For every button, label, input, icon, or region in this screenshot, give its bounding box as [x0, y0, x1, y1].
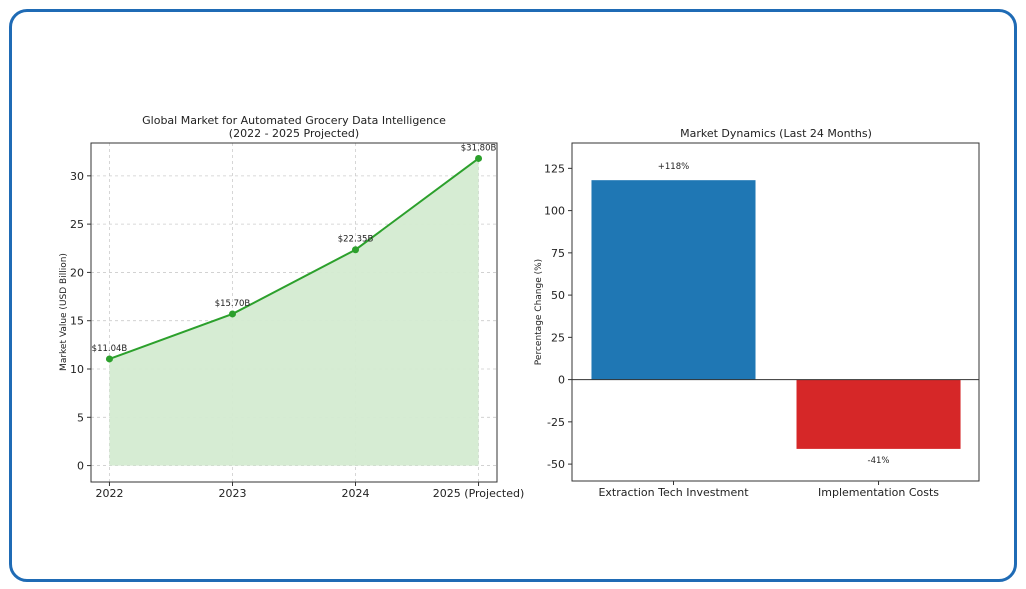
- data-label: +118%: [658, 162, 689, 172]
- y-tick-label: 5: [77, 411, 84, 424]
- data-point: [105, 355, 113, 363]
- outer-frame: [9, 9, 1017, 582]
- data-point: [228, 310, 236, 318]
- y-tick-label: 50: [551, 289, 565, 302]
- x-tick-label: Extraction Tech Investment: [598, 486, 749, 499]
- left-y-axis-label: Market Value (USD Billion): [59, 253, 69, 371]
- market-value-chart: Global Market for Automated Grocery Data…: [59, 114, 524, 500]
- series-line: [109, 157, 480, 360]
- data-label: $11.04B: [92, 344, 128, 354]
- data-label: $22.35B: [338, 235, 374, 245]
- plot-frame: [90, 142, 498, 483]
- market-dynamics-chart: Market Dynamics (Last 24 Months) Percent…: [534, 127, 980, 499]
- x-tick-label: 2024: [342, 487, 370, 500]
- y-tick-label: 25: [551, 331, 565, 344]
- y-tick-label: 20: [70, 266, 84, 279]
- y-tick-label: -25: [547, 416, 565, 429]
- bar-2: [796, 379, 961, 449]
- y-tick-label: 100: [544, 205, 565, 218]
- plot-frame: [571, 142, 980, 482]
- y-tick-label: 0: [558, 374, 565, 387]
- y-tick-label: 10: [70, 363, 84, 376]
- x-tick-label: 2025 (Projected): [433, 487, 524, 500]
- right-chart-title: Market Dynamics (Last 24 Months): [680, 127, 872, 140]
- y-tick-label: -50: [547, 458, 565, 471]
- right-y-axis-label: Percentage Change (%): [534, 259, 544, 365]
- y-tick-label: 30: [70, 170, 84, 183]
- area-fill: [109, 158, 479, 466]
- left-chart-subtitle: (2022 - 2025 Projected): [229, 127, 359, 140]
- bar-1: [591, 180, 756, 380]
- x-tick-label: 2023: [218, 487, 246, 500]
- data-label: -41%: [868, 456, 890, 466]
- x-tick-label: Implementation Costs: [818, 486, 939, 499]
- data-point: [352, 246, 360, 254]
- y-tick-label: 125: [544, 162, 565, 175]
- y-tick-label: 25: [70, 218, 84, 231]
- y-tick-label: 75: [551, 247, 565, 260]
- x-tick-label: 2022: [95, 487, 123, 500]
- y-tick-label: 0: [77, 460, 84, 473]
- data-point: [475, 154, 483, 162]
- data-label: $15.70B: [215, 299, 251, 309]
- data-label: $31.80B: [461, 143, 497, 153]
- left-chart-title: Global Market for Automated Grocery Data…: [142, 114, 446, 127]
- y-tick-label: 15: [70, 315, 84, 328]
